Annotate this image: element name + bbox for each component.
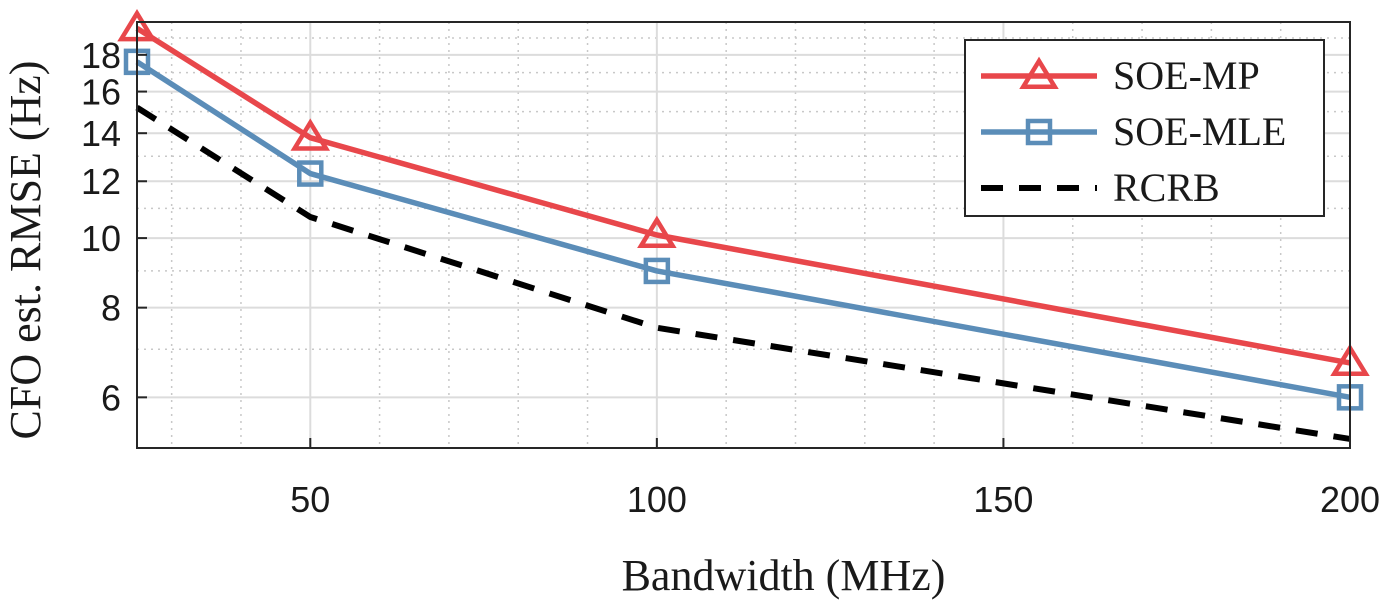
- legend-marker-soe-mle: [1025, 118, 1053, 146]
- data-point-soe-mp: [637, 215, 677, 249]
- legend-label-rcrb: RCRB: [1113, 165, 1220, 210]
- y-tick-label: 18: [81, 35, 121, 76]
- y-tick-label: 14: [81, 113, 121, 154]
- y-tick-label: 8: [101, 288, 121, 329]
- y-axis-label: CFO est. RMSE (Hz): [1, 61, 50, 440]
- data-point-soe-mle: [643, 257, 671, 285]
- data-point-soe-mp: [290, 118, 331, 151]
- series-rcrb: [135, 105, 1351, 442]
- x-tick-label: 150: [973, 479, 1033, 520]
- y-tick-label: 16: [81, 72, 121, 113]
- x-tick-label: 100: [627, 479, 687, 520]
- plot-area-frame: [136, 21, 1351, 449]
- series-line-rcrb: [135, 105, 1351, 442]
- y-tick-label: 10: [81, 218, 121, 259]
- y-tick-label: 12: [81, 161, 121, 202]
- x-tick-label: 200: [1320, 479, 1380, 520]
- legend-label-soe-mp: SOE-MP: [1113, 53, 1260, 98]
- legend-marker-soe-mp: [1019, 56, 1059, 90]
- x-axis-label: Bandwidth (MHz): [622, 551, 946, 600]
- series-line-soe-mp: [135, 25, 1351, 366]
- data-point-soe-mle: [297, 160, 324, 187]
- x-tick-label: 50: [290, 479, 330, 520]
- legend: SOE-MP SOE-MLE RCRB: [964, 39, 1325, 217]
- y-tick-label: 6: [101, 377, 121, 418]
- series-line-soe-mle: [135, 59, 1351, 401]
- legend-label-soe-mle: SOE-MLE: [1113, 109, 1286, 154]
